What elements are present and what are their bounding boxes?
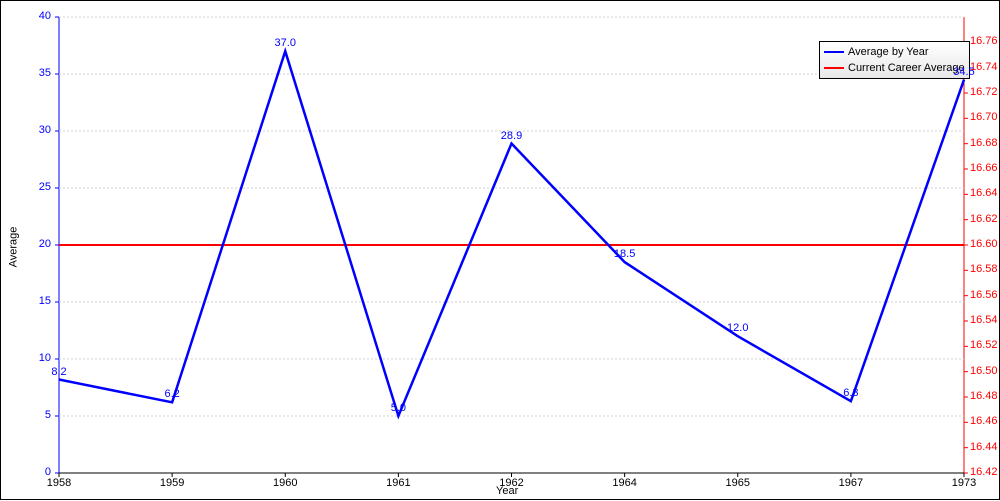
y-left-tick-label: 25 — [39, 181, 51, 193]
y-right-tick-label: 16.46 — [970, 415, 998, 427]
data-point-label: 37.0 — [275, 37, 296, 49]
y-right-tick-label: 16.58 — [970, 263, 998, 275]
y-left-tick-label: 10 — [39, 352, 51, 364]
data-point-label: 34.5 — [953, 66, 974, 78]
legend-item-1: Current Career Average — [824, 60, 965, 76]
x-tick-label: 1967 — [839, 477, 863, 489]
legend-label-0: Average by Year — [848, 44, 929, 60]
y-right-tick-label: 16.60 — [970, 238, 998, 250]
y-right-tick-label: 16.76 — [970, 35, 998, 47]
y-left-tick-label: 5 — [45, 409, 51, 421]
y-right-tick-label: 16.64 — [970, 187, 998, 199]
data-point-label: 5.0 — [391, 402, 406, 414]
x-tick-label: 1973 — [952, 477, 976, 489]
y-right-tick-label: 16.56 — [970, 289, 998, 301]
y-left-tick-label: 30 — [39, 124, 51, 136]
x-tick-label: 1962 — [499, 477, 523, 489]
y-right-tick-label: 16.44 — [970, 441, 998, 453]
x-tick-label: 1961 — [386, 477, 410, 489]
data-point-label: 6.3 — [843, 387, 858, 399]
data-point-label: 8.2 — [51, 366, 66, 378]
legend-item-0: Average by Year — [824, 44, 965, 60]
x-tick-label: 1959 — [160, 477, 184, 489]
legend: Average by Year Current Career Average — [819, 41, 970, 79]
y-right-tick-label: 16.54 — [970, 314, 998, 326]
y-right-tick-label: 16.48 — [970, 390, 998, 402]
y-left-tick-label: 15 — [39, 295, 51, 307]
data-point-label: 18.5 — [614, 248, 635, 260]
x-tick-label: 1960 — [273, 477, 297, 489]
y-right-tick-label: 16.70 — [970, 111, 998, 123]
legend-label-1: Current Career Average — [848, 60, 965, 76]
y-right-tick-label: 16.72 — [970, 86, 998, 98]
y-left-tick-label: 40 — [39, 10, 51, 22]
chart-container: Average Year Average by Year Current Car… — [0, 0, 1000, 500]
x-tick-label: 1965 — [726, 477, 750, 489]
y-right-tick-label: 16.52 — [970, 339, 998, 351]
y-right-tick-label: 16.68 — [970, 137, 998, 149]
y-right-tick-label: 16.62 — [970, 213, 998, 225]
data-point-label: 12.0 — [727, 322, 748, 334]
y-right-tick-label: 16.50 — [970, 365, 998, 377]
x-tick-label: 1958 — [47, 477, 71, 489]
data-point-label: 28.9 — [501, 130, 522, 142]
y-right-tick-label: 16.66 — [970, 162, 998, 174]
x-tick-label: 1964 — [612, 477, 636, 489]
legend-swatch-0 — [824, 51, 844, 53]
data-point-label: 6.2 — [164, 388, 179, 400]
legend-swatch-1 — [824, 67, 844, 69]
y-left-tick-label: 35 — [39, 67, 51, 79]
y-left-tick-label: 20 — [39, 238, 51, 250]
